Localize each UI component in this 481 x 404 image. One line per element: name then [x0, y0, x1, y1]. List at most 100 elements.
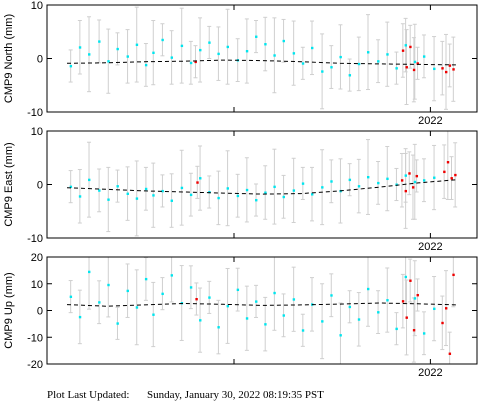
data-point: [226, 45, 229, 49]
x-tick-label: 2022: [418, 241, 442, 253]
data-point: [357, 62, 361, 66]
recent-data-point: [411, 186, 415, 189]
recent-data-point: [452, 68, 455, 71]
data-point: [161, 292, 164, 296]
data-point: [116, 185, 119, 188]
recent-data-point: [404, 189, 408, 193]
data-point: [330, 66, 333, 69]
data-point: [208, 41, 211, 44]
data-point: [422, 179, 426, 182]
data-point: [264, 191, 267, 194]
data-point: [301, 329, 305, 332]
data-point: [152, 51, 155, 55]
data-point: [217, 326, 220, 329]
data-point: [189, 61, 193, 65]
data-point: [339, 55, 342, 59]
data-point: [98, 189, 101, 192]
plot-frame: [46, 4, 478, 113]
data-point: [422, 55, 426, 58]
recent-data-point: [195, 297, 198, 301]
data-point: [395, 327, 398, 331]
y-axis-title: CMP9 East (mm): [3, 142, 15, 226]
x-tick-label: 2022: [418, 367, 442, 379]
data-point: [161, 38, 164, 42]
recent-data-point: [448, 352, 452, 355]
data-point: [357, 185, 361, 188]
data-point: [255, 199, 258, 202]
data-point: [348, 178, 352, 182]
data-point: [78, 315, 82, 319]
data-point: [264, 323, 267, 326]
y-axis: 10 0 -10: [27, 0, 477, 119]
data-point: [144, 277, 148, 281]
data-point: [413, 60, 417, 64]
data-point: [208, 190, 211, 194]
data-point: [208, 296, 211, 299]
data-point: [366, 176, 370, 179]
recent-data-point: [452, 273, 455, 277]
footer-timestamp: Sunday, January 30, 2022 08:19:35 PST: [147, 389, 324, 401]
data-point: [377, 311, 380, 314]
error-bars: [68, 130, 458, 237]
recent-data-point: [401, 300, 405, 303]
recent-data-point: [446, 161, 450, 164]
y-axis-title: CMP9 North (mm): [3, 14, 15, 103]
data-point: [217, 52, 220, 56]
data-point: [126, 55, 129, 58]
recent-data-point: [400, 179, 404, 182]
recent-data-point: [194, 60, 197, 64]
data-point: [170, 56, 174, 59]
data-point: [282, 39, 285, 43]
data-points: [69, 270, 455, 355]
x-axis: 2022: [233, 5, 443, 127]
data-point: [395, 183, 398, 186]
recent-data-point: [450, 177, 453, 180]
chart-panel: 10 0 -10 2022 CMP9 North (mm): [3, 0, 478, 127]
data-point: [377, 60, 380, 63]
y-tick-label: -10: [27, 107, 43, 119]
data-point: [413, 297, 417, 300]
recent-data-point: [454, 173, 457, 177]
data-point: [273, 54, 276, 57]
data-point: [311, 46, 314, 50]
data-point: [282, 195, 285, 199]
data-point: [236, 194, 240, 198]
data-point: [189, 193, 193, 197]
data-point: [273, 185, 276, 189]
data-point: [126, 192, 129, 195]
data-point: [433, 67, 436, 71]
y-tick-label: 0: [37, 54, 43, 66]
data-point: [301, 182, 305, 185]
data-point: [161, 189, 164, 193]
data-point: [116, 47, 119, 51]
data-point: [395, 67, 398, 70]
recent-data-point: [405, 66, 408, 69]
data-point: [226, 304, 229, 308]
recent-data-point: [409, 45, 412, 49]
data-point: [404, 44, 408, 47]
chart-panel: 10 0 -10 2022 CMP9 East (mm): [3, 126, 478, 253]
data-point: [170, 274, 174, 277]
recent-data-point: [405, 316, 408, 319]
data-point: [236, 288, 240, 292]
recent-data-point: [415, 174, 419, 178]
y-tick-label: -10: [27, 233, 43, 245]
data-point: [98, 40, 101, 43]
data-point: [107, 198, 110, 201]
data-point: [366, 287, 370, 291]
data-point: [245, 50, 249, 53]
recent-data-point: [412, 68, 416, 72]
data-point: [422, 332, 426, 335]
data-point: [321, 320, 324, 323]
data-point: [273, 291, 276, 295]
chart-panel: 20 10 0 -10 -20 2022 CMP9 Up (mm): [3, 252, 478, 379]
data-point: [69, 64, 73, 68]
data-point: [199, 48, 202, 52]
y-tick-label: -20: [27, 359, 43, 371]
error-bars: [68, 256, 456, 365]
data-point: [144, 63, 148, 67]
y-tick-label: 10: [31, 126, 43, 138]
data-point: [311, 193, 314, 196]
y-axis-title: CMP9 Up (mm): [3, 272, 15, 348]
